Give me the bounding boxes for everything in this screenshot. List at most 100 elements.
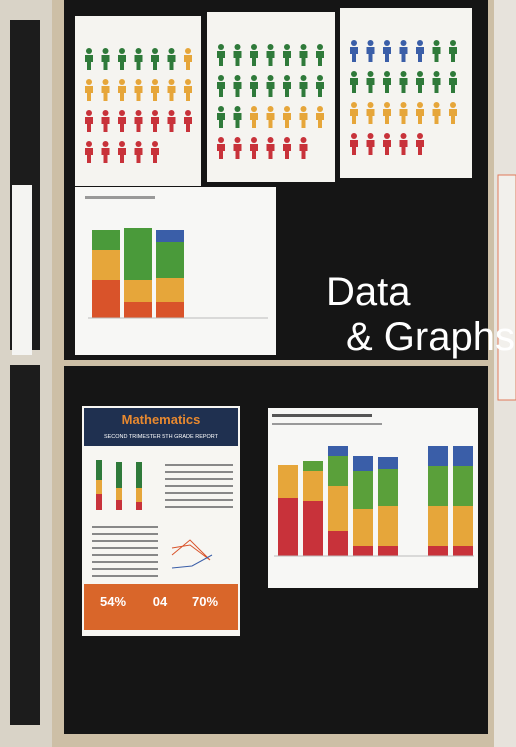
person-head (450, 71, 456, 77)
person-body (85, 86, 93, 101)
person-body (366, 47, 375, 62)
bar-segment (353, 456, 373, 471)
person-body (266, 144, 275, 159)
text-line (165, 485, 233, 487)
person-head (185, 110, 191, 116)
text-line (92, 547, 158, 549)
text-line (92, 568, 158, 570)
text-line (165, 471, 233, 473)
poster-header (84, 408, 238, 446)
person-head (218, 75, 224, 81)
person-head (433, 40, 440, 46)
text-line (165, 499, 233, 501)
person-head (251, 75, 257, 81)
person-head (102, 79, 109, 85)
person-body (250, 144, 258, 159)
person-body (134, 148, 143, 163)
bar-segment (428, 506, 448, 546)
headline-line1: Data (326, 270, 411, 314)
person-head (367, 133, 374, 139)
bar-segment (116, 488, 122, 500)
person-body (299, 144, 308, 159)
person-body (266, 113, 275, 128)
bar-segment (156, 242, 184, 278)
person-head (417, 102, 423, 108)
text-line (92, 575, 158, 577)
bar-segment (136, 502, 142, 510)
person-body (217, 82, 225, 97)
person-head (251, 106, 257, 112)
bar-segment (328, 486, 348, 531)
person-body (383, 140, 391, 155)
person-head (384, 102, 390, 108)
bar-segment (156, 302, 184, 318)
person-body (134, 55, 143, 70)
person-body (383, 47, 391, 62)
bar-segment (116, 500, 122, 510)
person-body (151, 55, 159, 70)
bar-segment (124, 228, 152, 280)
bar-segment (303, 501, 323, 556)
line-chart (171, 554, 213, 569)
poster-subtitle: SECOND TRIMESTER 5TH GRADE REPORT (104, 434, 219, 440)
person-body (250, 82, 258, 97)
person-head (267, 44, 274, 50)
bar-segment (136, 488, 142, 502)
person-body (399, 140, 408, 155)
person-head (168, 48, 175, 54)
person-head (86, 79, 92, 85)
person-head (251, 44, 257, 50)
chart-legend-line (272, 423, 382, 425)
person-body (233, 51, 242, 66)
person-head (86, 141, 92, 147)
person-body (184, 117, 192, 132)
bar-segment (453, 546, 473, 556)
person-head (351, 71, 357, 77)
person-head (367, 102, 374, 108)
person-head (417, 133, 423, 139)
poster-stats (84, 584, 238, 630)
person-body (283, 113, 291, 128)
person-body (233, 144, 242, 159)
person-head (152, 48, 158, 54)
line-chart (171, 539, 211, 561)
person-head (234, 75, 241, 81)
person-head (300, 137, 307, 143)
person-body (118, 86, 126, 101)
person-head (284, 75, 290, 81)
headline-line2: & Graphs (346, 315, 515, 359)
person-head (300, 75, 307, 81)
bar-segment (96, 480, 102, 494)
person-head (400, 40, 407, 46)
stat: 54% (100, 594, 126, 609)
bar-chart-image (85, 196, 268, 319)
bar-segment (328, 531, 348, 556)
person-body (299, 51, 308, 66)
person-body (350, 78, 358, 93)
text-line (165, 492, 233, 494)
person-head (102, 110, 109, 116)
person-head (251, 137, 257, 143)
bar-segment (92, 250, 120, 280)
bar-segment (136, 462, 142, 488)
bar-segment (378, 506, 398, 546)
person-head (400, 71, 407, 77)
bar-segment (124, 302, 152, 318)
person-body (217, 51, 225, 66)
bar-segment (353, 509, 373, 546)
person-body (118, 55, 126, 70)
person-body (101, 148, 110, 163)
person-body (250, 51, 258, 66)
person-body (85, 55, 93, 70)
person-head (135, 141, 142, 147)
person-body (366, 140, 375, 155)
bar-segment (116, 462, 122, 488)
person-head (267, 106, 274, 112)
left-paper (12, 185, 32, 355)
person-head (86, 48, 92, 54)
person-head (351, 102, 357, 108)
person-head (135, 48, 142, 54)
person-head (168, 79, 175, 85)
person-body (283, 144, 291, 159)
